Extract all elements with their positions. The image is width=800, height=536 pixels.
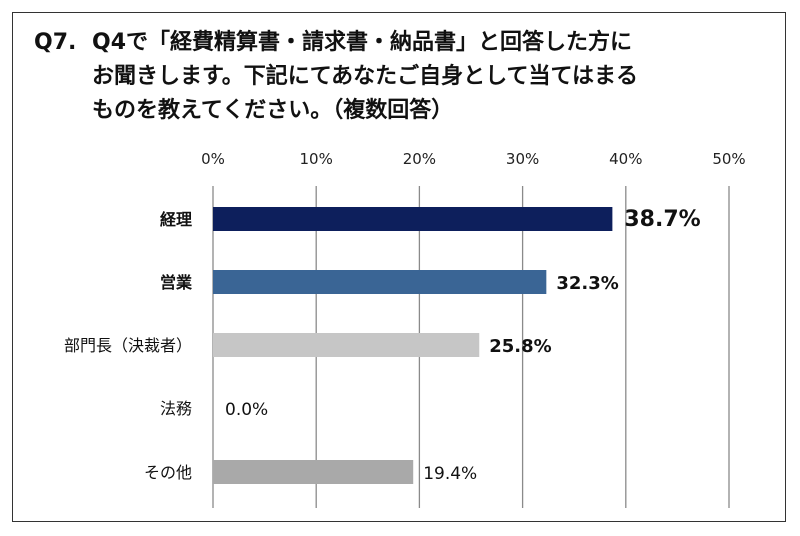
title-text-1: Q4で「経費精算書・請求書・納品書」と回答した方に — [92, 30, 633, 55]
question-number: Q7. — [34, 30, 77, 55]
data-label: 38.7% — [624, 207, 700, 232]
data-label: 19.4% — [423, 464, 477, 484]
bar — [213, 460, 414, 484]
bar — [213, 333, 480, 357]
category-label: 法務 — [160, 399, 192, 418]
x-tick-label: 10% — [300, 150, 333, 168]
category-label: 営業 — [160, 273, 193, 292]
bar — [213, 207, 613, 231]
x-tick-label: 20% — [403, 150, 436, 168]
x-tick-label: 30% — [506, 150, 539, 168]
bar — [213, 270, 547, 294]
x-tick-label: 50% — [712, 150, 745, 168]
x-tick-label: 0% — [201, 150, 225, 168]
chart-frame — [12, 12, 786, 522]
title-line-1: Q7. Q4で「経費精算書・請求書・納品書」と回答した方に — [34, 26, 774, 60]
data-label: 25.8% — [489, 336, 551, 357]
category-label: 部門長（決裁者） — [64, 336, 192, 355]
question-title: Q7. Q4で「経費精算書・請求書・納品書」と回答した方に お聞きします。下記にて… — [34, 26, 774, 128]
data-label: 0.0% — [225, 400, 268, 420]
title-line-3: ものを教えてください。（複数回答） — [92, 98, 454, 123]
category-label: その他 — [144, 463, 192, 482]
title-line-2: お聞きします。下記にてあなたご自身として当てはまる — [92, 64, 639, 89]
x-tick-label: 40% — [609, 150, 642, 168]
data-label: 32.3% — [556, 273, 618, 294]
category-label: 経理 — [160, 210, 192, 229]
